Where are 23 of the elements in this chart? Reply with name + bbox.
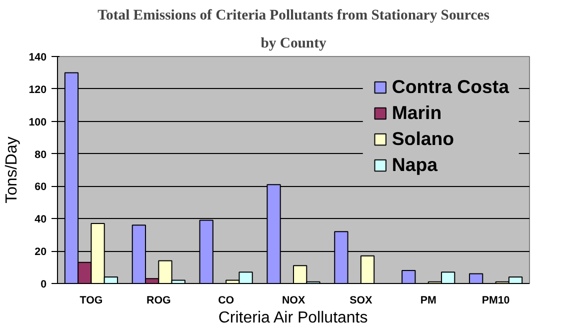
y-tick-label: 0 bbox=[40, 278, 47, 290]
y-axis-title: Tons/Day bbox=[4, 136, 21, 204]
y-tick-label: 60 bbox=[34, 181, 47, 194]
y-tick-label: 20 bbox=[34, 246, 47, 258]
x-tick-label: SOX bbox=[350, 294, 374, 306]
chart-subtitle: by County bbox=[260, 36, 327, 52]
x-tick-label: TOG bbox=[80, 294, 103, 306]
x-tick-label: PM bbox=[420, 294, 436, 306]
chart-title: Total Emissions of Criteria Pollutants from Stationary Sources bbox=[98, 8, 490, 24]
x-axis-title: Criteria Air Pollutants bbox=[218, 310, 368, 326]
y-tick-label: 120 bbox=[28, 84, 47, 96]
x-tick-label: CO bbox=[218, 294, 234, 306]
y-tick-label: 100 bbox=[28, 116, 47, 128]
legend-label: Solano bbox=[392, 128, 454, 150]
x-tick-label: PM10 bbox=[482, 294, 510, 306]
legend-label: Contra Costa bbox=[392, 76, 509, 98]
x-tick-label: ROG bbox=[146, 294, 171, 306]
y-tick-label: 40 bbox=[34, 214, 47, 226]
y-tick-label: 140 bbox=[28, 52, 47, 64]
x-tick-label: NOX bbox=[282, 294, 306, 306]
legend-label: Marin bbox=[392, 102, 442, 124]
legend-label: Napa bbox=[392, 154, 438, 176]
y-tick-label: 80 bbox=[34, 148, 47, 161]
